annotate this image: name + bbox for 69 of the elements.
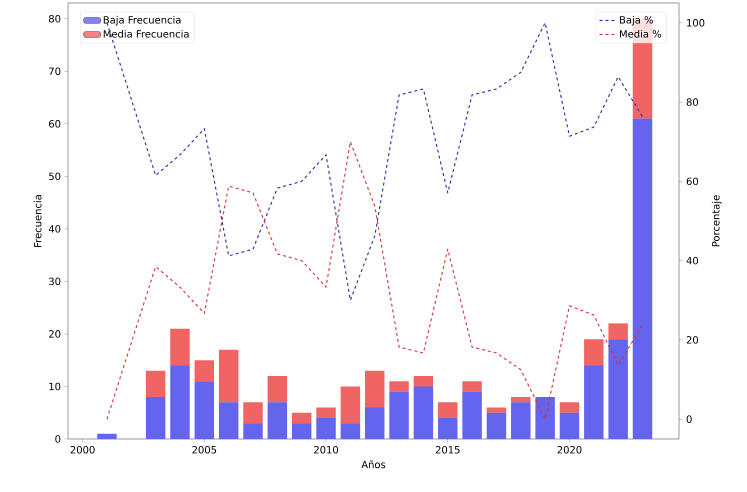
bar xyxy=(268,376,288,402)
bar xyxy=(243,423,263,439)
x-tick-label: 2000 xyxy=(70,446,95,454)
bar xyxy=(584,339,604,366)
y2-axis-title: Porcentaje xyxy=(712,195,722,246)
bar xyxy=(194,360,214,382)
y2-tick-label: 20 xyxy=(686,336,698,344)
x-tick-label: 2005 xyxy=(192,446,216,454)
y-tick-label: 70 xyxy=(49,68,60,76)
bar xyxy=(414,376,434,386)
bar xyxy=(389,392,409,439)
bar xyxy=(170,365,190,439)
bar xyxy=(608,323,628,340)
y-tick-label: 10 xyxy=(49,382,60,390)
bar xyxy=(486,407,506,413)
bar xyxy=(560,412,580,439)
bar xyxy=(535,396,555,439)
bar xyxy=(462,381,482,392)
y-tick-label: 50 xyxy=(49,172,60,180)
bar xyxy=(316,418,336,439)
y-tick-label: 20 xyxy=(49,330,60,338)
bar xyxy=(170,328,190,366)
y2-tick-label: 60 xyxy=(686,178,698,186)
y-tick-label: 80 xyxy=(48,14,60,23)
legend-label: Media Frecuencia xyxy=(104,30,189,38)
bar xyxy=(560,402,580,413)
bar xyxy=(511,396,531,402)
bar xyxy=(438,418,458,439)
bar xyxy=(584,365,604,439)
bar xyxy=(340,386,360,424)
x-tick-label: 2020 xyxy=(558,446,582,454)
bar xyxy=(438,402,458,418)
bar xyxy=(218,402,238,439)
bar xyxy=(364,407,384,439)
y-tick-label: 0 xyxy=(55,435,60,443)
y2-tick-label: 80 xyxy=(686,98,698,106)
bar xyxy=(194,381,214,439)
bar xyxy=(316,407,336,418)
y2-tick-label: 0 xyxy=(686,415,692,423)
bar xyxy=(268,402,288,439)
bar xyxy=(511,402,531,439)
bar xyxy=(97,434,117,439)
legend-label: Media % xyxy=(620,30,662,38)
bar xyxy=(462,392,482,439)
x-tick-label: 2010 xyxy=(314,446,338,454)
bar xyxy=(340,423,360,439)
line-series xyxy=(106,141,644,420)
y2-tick-label: 40 xyxy=(686,256,698,264)
bar xyxy=(389,381,409,392)
bar xyxy=(243,402,263,424)
y-tick-label: 30 xyxy=(49,278,60,286)
x-axis-title: Años xyxy=(361,460,386,468)
y-tick-label: 40 xyxy=(48,225,60,233)
x-tick-label: 2015 xyxy=(436,446,460,454)
bar xyxy=(218,350,238,402)
bar xyxy=(146,370,166,397)
bar xyxy=(364,370,384,408)
bar xyxy=(146,396,166,439)
legend-label: Baja % xyxy=(620,16,653,26)
y-axis-title: Frecuencia xyxy=(34,195,42,247)
bar xyxy=(632,118,652,439)
bar xyxy=(292,412,312,424)
bar xyxy=(608,339,628,439)
y-tick-label: 60 xyxy=(49,120,60,128)
bar xyxy=(486,412,506,439)
bar xyxy=(414,386,434,439)
bar xyxy=(292,423,312,439)
legend-label: Baja Frecuencia xyxy=(104,16,180,26)
y2-tick-label: 100 xyxy=(687,19,704,27)
